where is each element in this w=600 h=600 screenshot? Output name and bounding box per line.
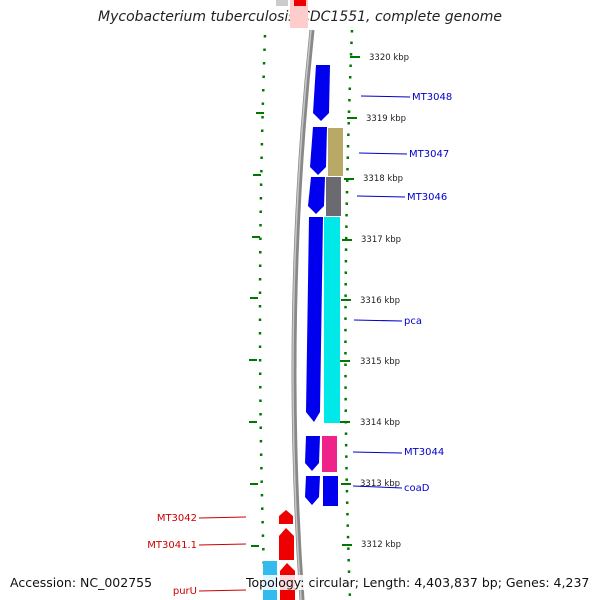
gene-arrow-MT3046[interactable] bbox=[308, 177, 325, 214]
genome-summary-text: Topology: circular; Length: 4,403,837 bp… bbox=[246, 575, 594, 590]
gene-label-pca[interactable]: pca bbox=[404, 316, 422, 327]
gene-label-MT3047[interactable]: MT3047 bbox=[409, 149, 449, 160]
kbp-tick-label: 3314 kbp bbox=[360, 418, 400, 428]
kbp-tick-label: 3316 kbp bbox=[360, 296, 400, 306]
backbone-arc bbox=[291, 29, 315, 600]
gene-label-MT3042[interactable]: MT3042 bbox=[157, 513, 197, 524]
annotation-box-grey bbox=[326, 177, 341, 216]
feature-remnant-red bbox=[294, 0, 306, 6]
gene-arrow-MT3048[interactable] bbox=[313, 65, 330, 121]
outer-tick-ruler bbox=[344, 29, 354, 600]
feature-remnant-pink bbox=[290, 0, 308, 28]
gene-label-coaD[interactable]: coaD bbox=[404, 483, 430, 494]
kbp-tick-label: 3315 kbp bbox=[360, 357, 400, 367]
left-label-connectors bbox=[198, 516, 247, 592]
feature-remnant-grey bbox=[276, 0, 288, 6]
gene-arrow-MT3047[interactable] bbox=[310, 127, 327, 175]
kbp-tick-label: 3317 kbp bbox=[361, 235, 401, 245]
accession-text: Accession: NC_002755 bbox=[10, 575, 153, 590]
kbp-tick-label: 3320 kbp bbox=[369, 53, 409, 63]
gene-label-MT3041.1[interactable]: MT3041.1 bbox=[147, 540, 197, 551]
gene-label-MT3046[interactable]: MT3046 bbox=[407, 192, 447, 203]
gene-arrow-MT3044[interactable] bbox=[305, 436, 320, 471]
annotation-box-magenta bbox=[322, 436, 337, 472]
kbp-tick-label: 3312 kbp bbox=[361, 540, 401, 550]
gene-arrow-MT3042[interactable] bbox=[279, 510, 293, 524]
kbp-tick-label: 3318 kbp bbox=[363, 174, 403, 184]
annotation-box-blue bbox=[323, 476, 338, 506]
backbone-arc-highlight bbox=[292, 29, 312, 600]
kbp-tick-label: 3319 kbp bbox=[366, 114, 406, 124]
gene-arrow-coaD[interactable] bbox=[305, 476, 320, 505]
annotation-box-cyan bbox=[324, 217, 340, 423]
annotation-box-tan bbox=[328, 128, 343, 176]
inner-tick-ruler bbox=[258, 34, 267, 600]
gene-label-purU[interactable]: purU bbox=[173, 586, 197, 597]
gene-arrow-MT3041.1[interactable] bbox=[279, 528, 294, 560]
inner-major-ticks bbox=[249, 112, 264, 547]
kbp-tick-label: 3313 kbp bbox=[360, 479, 400, 489]
gene-label-MT3048[interactable]: MT3048 bbox=[412, 92, 452, 103]
outer-major-ticks bbox=[340, 56, 360, 546]
right-label-connectors bbox=[352, 95, 411, 489]
gene-label-MT3044[interactable]: MT3044 bbox=[404, 447, 444, 458]
gene-arrow-pca[interactable] bbox=[306, 217, 323, 422]
